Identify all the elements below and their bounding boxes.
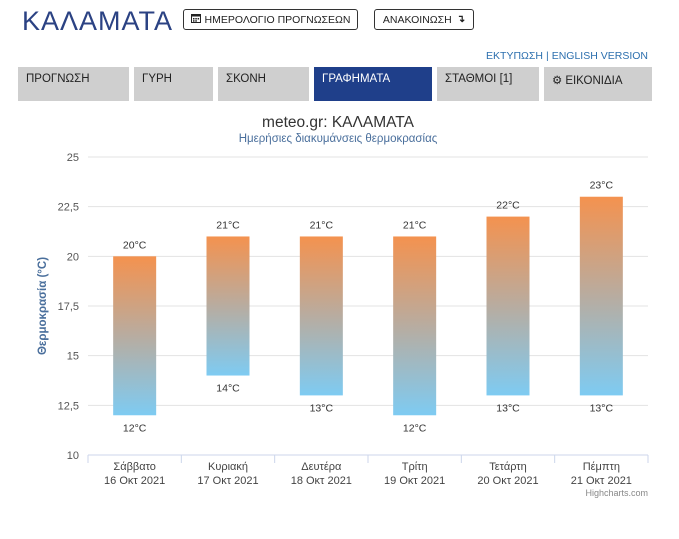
chart-title: meteo.gr: ΚΑΛΑΜΑΤΑ [262,114,415,131]
chart-credit[interactable]: Highcharts.com [585,488,648,498]
min-temp-label: 13°C [496,402,520,414]
english-version-link[interactable]: ENGLISH VERSION [551,50,648,62]
temperature-bar[interactable] [299,236,343,396]
top-links: ΕΚΤΥΠΩΣΗ | ENGLISH VERSION [486,50,648,62]
y-tick-label: 20 [67,251,79,263]
tab-charts-label: ΓΡΑΦΗΜΑΤΑ [322,73,391,85]
x-tick-day: Τρίτη [402,461,428,473]
min-temp-label: 13°C [590,402,614,414]
link-separator: | [545,50,549,62]
print-link[interactable]: ΕΚΤΥΠΩΣΗ [486,50,543,62]
y-tick-label: 15 [67,351,79,363]
x-tick-date: 21 Οκτ 2021 [571,475,632,487]
bars: 20°C 12°C 21°C 14°C 21°C 13°C 21°C 12°C 22°C 13°C… [113,180,623,434]
max-temp-label: 22°C [496,200,520,212]
temperature-bar[interactable] [393,236,437,416]
x-tick-date: 17 Οκτ 2021 [197,475,258,487]
chart-subtitle: Ημερήσιες διακυμάνσεις θερμοκρασίας [239,133,438,145]
gear-icon: ⚙ [552,75,563,87]
tab-stations-label: ΣΤΑΘΜΟΙ [1] [445,73,513,85]
tab-forecast[interactable]: ΠΡΟΓΝΩΣΗ [18,67,129,101]
max-temp-label: 23°C [590,180,614,192]
tab-pollen[interactable]: ΓΥΡΗ [134,67,213,101]
x-tick-day: Τετάρτη [489,461,527,473]
x-tick-day: Κυριακή [208,461,248,473]
tab-widgets-label: ΕΙΚΟΝΙΔΙΑ [565,75,623,87]
x-axis-ticks: Σάββατο 16 Οκτ 2021 Κυριακή 17 Οκτ 2021 Δευτ… [87,454,649,487]
y-tick-label: 10 [67,450,79,462]
tab-dust-label: ΣΚΟΝΗ [226,73,266,85]
x-tick-date: 20 Οκτ 2021 [477,475,538,487]
forecast-calendar-button[interactable]: ΗΜΕΡΟΛΟΓΙΟ ΠΡΟΓΝΩΣΕΩΝ [183,9,358,30]
grid-lines [88,156,648,456]
y-tick-label: 12,5 [58,400,79,412]
announcement-button[interactable]: ΑΝΑΚΟΙΝΩΣΗ ↴ [374,9,474,30]
x-tick-day: Σάββατο [113,461,155,473]
city-title: ΚΑΛΑΜΑΤΑ [22,6,174,36]
y-tick-label: 17,5 [58,301,79,313]
max-temp-label: 21°C [216,219,240,231]
forecast-calendar-label: ΗΜΕΡΟΛΟΓΙΟ ΠΡΟΓΝΩΣΕΩΝ [204,13,351,26]
y-axis-ticks: 10 12,5 15 17,5 20 22,5 25 [58,152,79,462]
temperature-bar[interactable] [579,196,623,396]
announcement-label: ΑΝΑΚΟΙΝΩΣΗ [382,13,452,26]
calendar-icon [190,13,201,26]
max-temp-label: 21°C [310,219,334,231]
min-temp-label: 12°C [403,422,427,434]
arrow-down-icon: ↴ [456,14,466,25]
max-temp-label: 20°C [123,239,147,251]
x-tick-date: 16 Οκτ 2021 [104,475,165,487]
x-tick-day: Πέμπτη [583,461,620,473]
y-tick-label: 22,5 [58,202,79,214]
tab-charts[interactable]: ΓΡΑΦΗΜΑΤΑ [314,67,432,101]
y-tick-label: 25 [67,152,79,164]
y-axis-label: Θερμοκρασία (°C) [37,257,49,355]
temperature-bar[interactable] [486,216,530,396]
min-temp-label: 13°C [310,402,334,414]
tab-widgets[interactable]: ⚙ ΕΙΚΟΝΙΔΙΑ [544,67,652,101]
max-temp-label: 21°C [403,219,427,231]
tab-forecast-label: ΠΡΟΓΝΩΣΗ [26,73,90,85]
tab-pollen-label: ΓΥΡΗ [142,73,172,85]
min-temp-label: 14°C [216,383,240,395]
tab-dust[interactable]: ΣΚΟΝΗ [218,67,309,101]
temperature-bar[interactable] [206,236,250,376]
temperature-bar[interactable] [113,256,157,416]
min-temp-label: 12°C [123,422,147,434]
x-tick-day: Δευτέρα [301,461,342,473]
tab-stations[interactable]: ΣΤΑΘΜΟΙ [1] [437,67,539,101]
x-tick-date: 18 Οκτ 2021 [291,475,352,487]
x-tick-date: 19 Οκτ 2021 [384,475,445,487]
